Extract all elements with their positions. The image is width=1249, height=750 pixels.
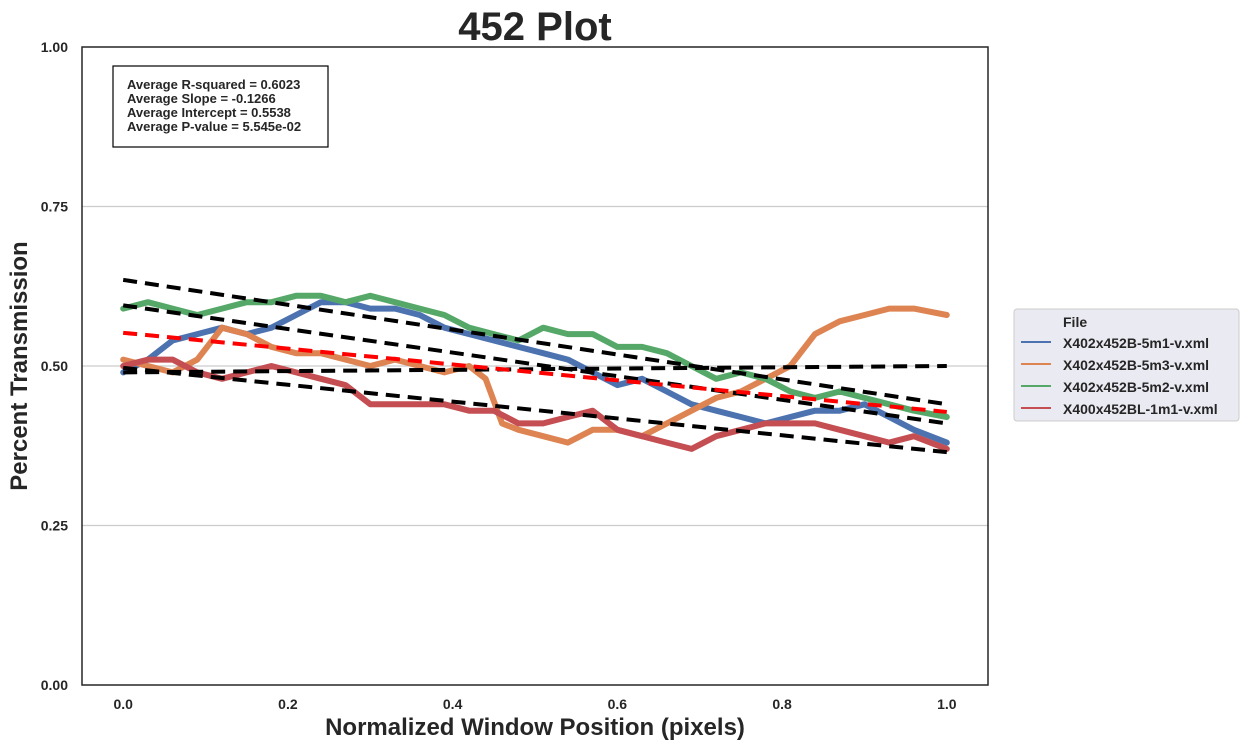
plot-frame: [81, 46, 989, 686]
fit-line-1: [122, 277, 948, 407]
fit-lines: [122, 277, 948, 455]
y-tick-label: 0.50: [41, 358, 68, 374]
x-tick-labels: 0.0 0.2 0.4 0.6 0.8 1.0: [113, 696, 956, 712]
x-tick-label: 0.0: [113, 696, 133, 712]
legend-title: File: [1063, 314, 1087, 330]
y-axis-label: Percent Transmission: [6, 241, 33, 490]
chart-title: 452 Plot: [458, 5, 611, 49]
stats-box: Average R-squared = 0.6023 Average Slope…: [112, 65, 329, 148]
stats-p-value: Average P-value = 5.545e-02: [127, 119, 301, 134]
stats-intercept: Average Intercept = 0.5538: [127, 105, 291, 120]
legend-label: X402x452B-5m1-v.xml: [1063, 335, 1209, 351]
y-tick-label: 0.75: [41, 199, 68, 215]
fit-line-2: [122, 303, 948, 426]
x-tick-label: 0.6: [608, 696, 628, 712]
series-line-1: [120, 299, 950, 446]
y-tick-label: 1.00: [41, 39, 68, 55]
series-line-3: [120, 292, 950, 420]
y-tick-label: 0.25: [41, 518, 68, 534]
x-axis-label: Normalized Window Position (pixels): [325, 714, 745, 741]
x-tick-label: 1.0: [937, 696, 957, 712]
x-tick-label: 0.2: [278, 696, 298, 712]
series-line-2: [120, 305, 950, 446]
legend-label: X400x452BL-1m1-v.xml: [1063, 401, 1218, 417]
series-line-4: [120, 356, 950, 452]
legend-items: X402x452B-5m1-v.xml X402x452B-5m3-v.xml X4…: [1021, 335, 1218, 417]
legend-label: X402x452B-5m3-v.xml: [1063, 357, 1209, 373]
stats-box-frame: [112, 65, 329, 148]
legend-label: X402x452B-5m2-v.xml: [1063, 379, 1209, 395]
average-fit-line: [122, 330, 948, 414]
fit-line-3: [123, 364, 947, 375]
stats-r-squared: Average R-squared = 0.6023: [127, 77, 300, 92]
stats-slope: Average Slope = -0.1266: [127, 91, 276, 106]
x-tick-label: 0.4: [443, 696, 463, 712]
y-tick-labels: 0.00 0.25 0.50 0.75 1.00: [41, 39, 68, 693]
legend: File X402x452B-5m1-v.xml X402x452B-5m3-v.…: [1013, 308, 1240, 422]
x-tick-label: 0.8: [772, 696, 792, 712]
legend-frame: [1013, 308, 1240, 422]
fit-line-4: [122, 365, 948, 455]
y-tick-label: 0.00: [41, 677, 68, 693]
